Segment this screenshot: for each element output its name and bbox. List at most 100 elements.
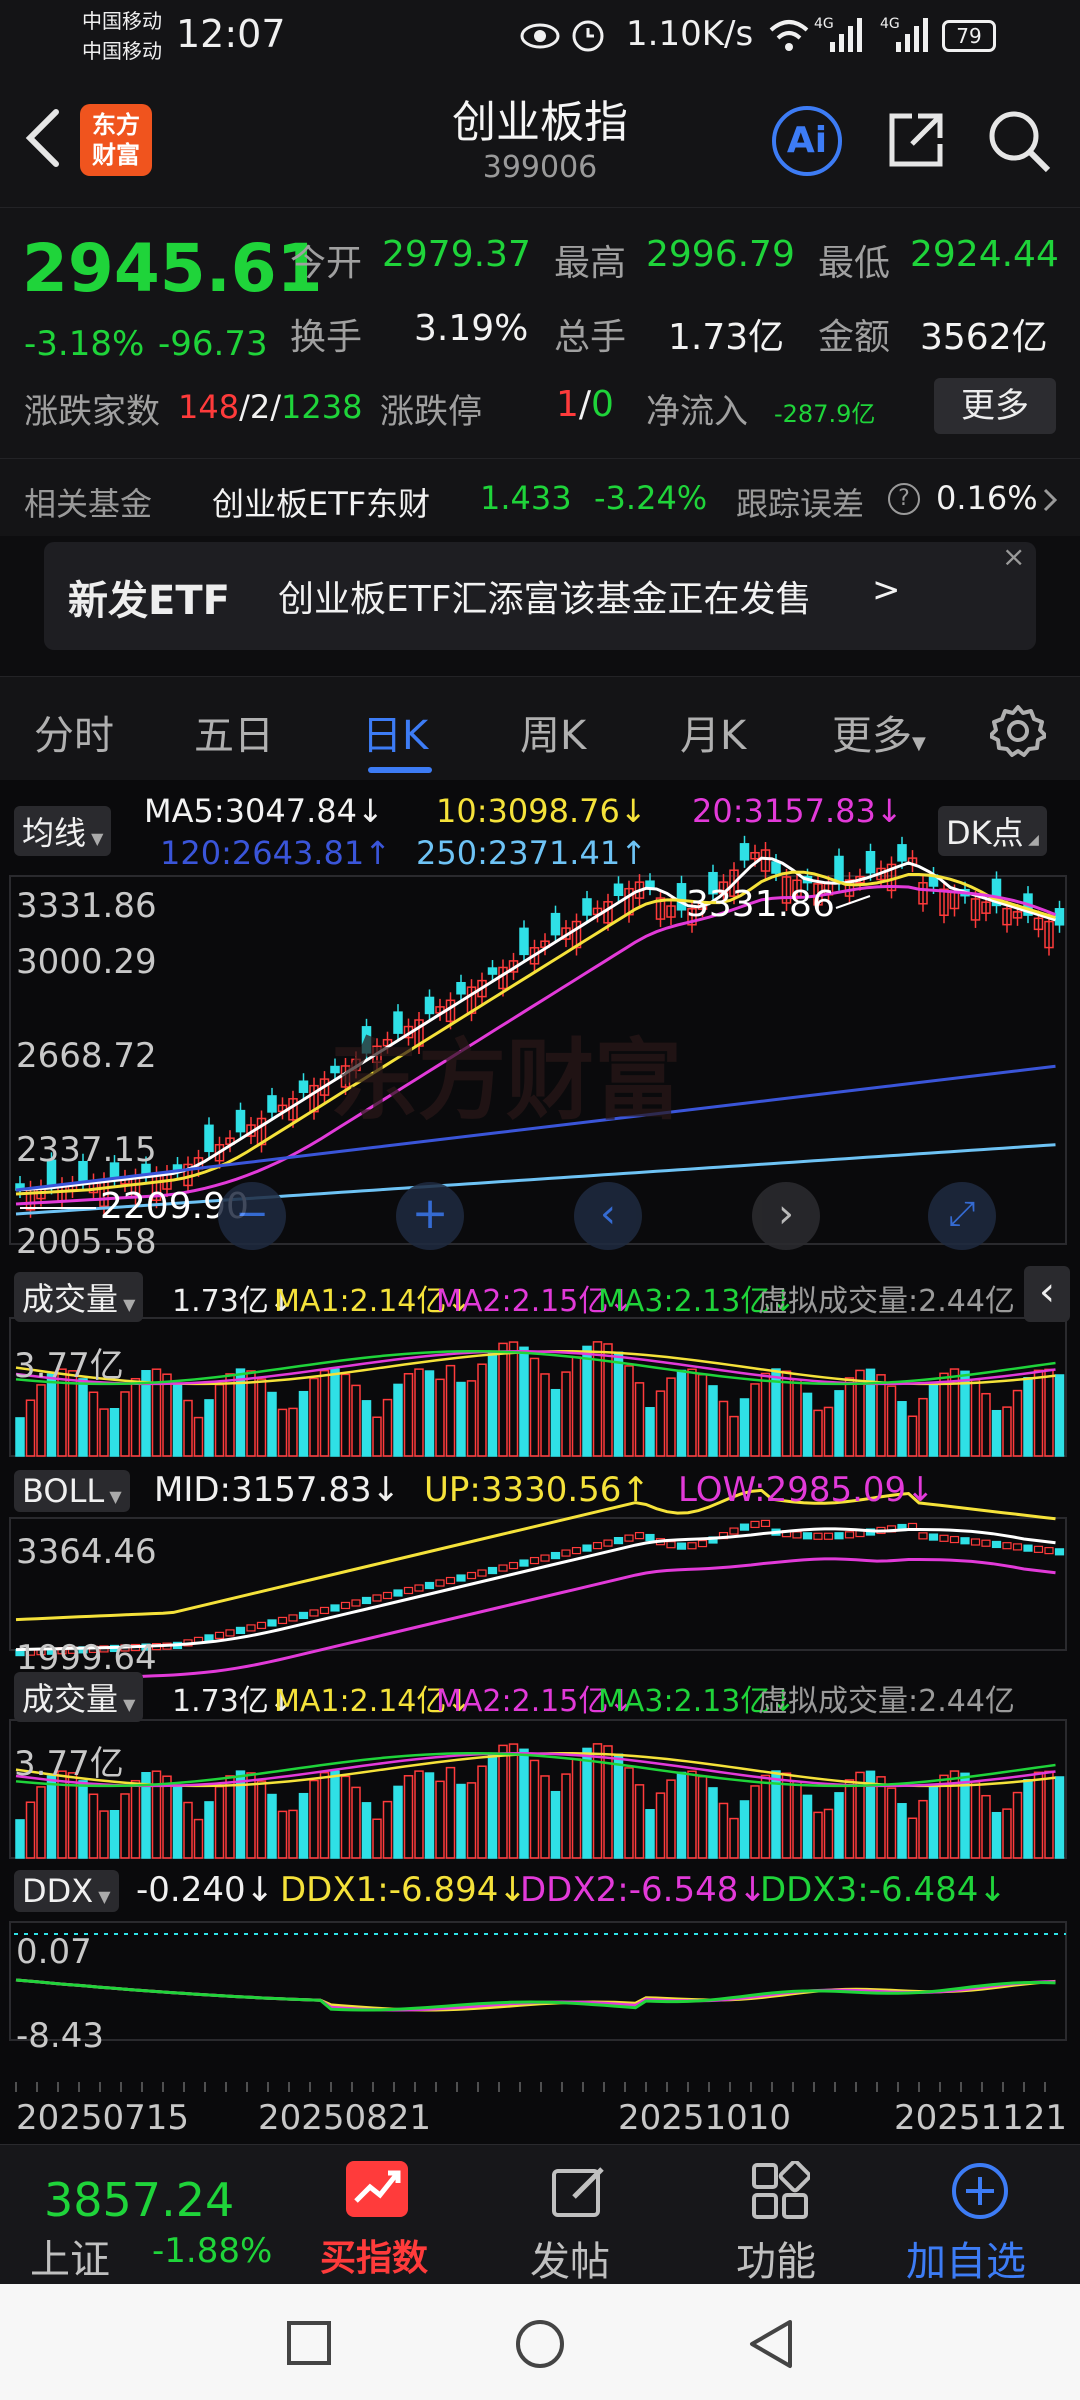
boll-candle xyxy=(1014,1544,1022,1550)
volume-panel-2-bar xyxy=(205,1802,213,1858)
boll-candle xyxy=(447,1578,455,1584)
volume-panel-1-bar xyxy=(993,1411,1001,1456)
volume-panel-2-bar xyxy=(814,1812,822,1858)
tab-weekly-k[interactable]: 周K xyxy=(520,703,586,761)
boll-candle xyxy=(741,1524,749,1530)
volume-panel-1-bar xyxy=(835,1391,843,1456)
volume-panel-1-bar xyxy=(279,1409,287,1456)
volume-panel-2-bar xyxy=(79,1781,87,1858)
boll-selector[interactable]: BOLL ▼ xyxy=(14,1470,130,1512)
boll-candle xyxy=(919,1533,927,1539)
kline-chart-area[interactable]: 均线 ▼ MA5:3047.84↓ 10:3098.76↓ 20:3157.83… xyxy=(0,780,1080,2144)
boll-axis-top: 3364.46 xyxy=(16,1532,157,1572)
volume-panel-2-bar xyxy=(615,1754,623,1858)
tab-daily-k[interactable]: 日K xyxy=(362,703,428,761)
related-fund-row[interactable]: 相关基金 创业板ETF东财 1.433 -3.24% 跟踪误差 ? 0.16% xyxy=(0,458,1080,536)
tracking-error-label: 跟踪误差 xyxy=(736,479,864,525)
boll-candle xyxy=(940,1535,948,1541)
post-button[interactable]: 发帖 xyxy=(510,2151,650,2281)
volume-panel-1-bar xyxy=(268,1393,276,1456)
volume-panel-1-bar xyxy=(762,1373,770,1456)
clock: 12:07 xyxy=(176,12,286,56)
tab-intraday[interactable]: 分时 xyxy=(34,703,114,761)
volume-panel-1-bar xyxy=(1014,1391,1022,1456)
price-axis-bottom: 2005.58 xyxy=(16,1222,157,1262)
tab-more[interactable]: 更多▼ xyxy=(832,703,926,761)
ma-selector[interactable]: 均线 ▼ xyxy=(14,806,111,856)
volume-panel-2-bar xyxy=(279,1811,287,1858)
inflow-value: -287.9亿 xyxy=(774,394,875,429)
boll-candle xyxy=(793,1532,801,1538)
scroll-right-button[interactable]: › xyxy=(752,1182,820,1250)
ddx-selector-label: DDX xyxy=(22,1872,93,1910)
volume-panel-2-bar xyxy=(846,1780,854,1858)
zoom-out-button[interactable]: − xyxy=(218,1182,286,1250)
volume-panel-2-bar xyxy=(1035,1772,1043,1858)
home-icon[interactable] xyxy=(514,2318,566,2370)
volume-panel-2-bar xyxy=(804,1795,812,1858)
more-button[interactable]: 更多 xyxy=(934,378,1056,434)
candle-body xyxy=(646,881,654,887)
ma-caret-icon: ▼ xyxy=(86,829,103,848)
bottom-toolbar: 3857.24 上证 -1.88% 买指数 发帖 功能 加自选 xyxy=(0,2144,1080,2284)
date-label-2: 20250821 xyxy=(258,2098,431,2138)
volume-panel-1-bar xyxy=(447,1366,455,1456)
volume-selector-2[interactable]: 成交量 ▼ xyxy=(14,1672,143,1722)
scroll-left-button[interactable]: ‹ xyxy=(574,1182,642,1250)
ddx-selector[interactable]: DDX ▼ xyxy=(14,1870,119,1912)
share-icon[interactable] xyxy=(884,108,948,172)
volume-panel-2-bar xyxy=(898,1804,906,1858)
collapse-panel-button[interactable]: ‹ xyxy=(1024,1266,1070,1322)
boll-mid-line xyxy=(16,1529,1056,1650)
etf-banner[interactable]: 新发ETF 创业板ETF汇添富该基金正在发售 > × xyxy=(44,542,1036,650)
volume-selector[interactable]: 成交量 ▼ xyxy=(14,1272,143,1322)
boll-up: UP:3330.56↑ xyxy=(424,1470,650,1510)
candle-body xyxy=(898,845,906,861)
ai-button[interactable]: Ai xyxy=(772,106,842,176)
limit-label: 涨跌停 xyxy=(380,384,482,433)
volume-panel-1-bar xyxy=(310,1379,318,1456)
help-icon[interactable]: ? xyxy=(888,483,920,515)
volume-panel-1-bar xyxy=(583,1346,591,1456)
volume-panel-1-bar xyxy=(258,1379,266,1456)
vol2-virtual: 虚拟成交量:2.44亿 xyxy=(758,1676,1015,1720)
tab-monthly-k[interactable]: 月K xyxy=(680,703,746,761)
boll-candle xyxy=(352,1600,360,1606)
boll-candle xyxy=(289,1615,297,1621)
volume-panel-1-bar xyxy=(972,1380,980,1456)
zoom-in-button[interactable]: + xyxy=(396,1182,464,1250)
volume-panel-2-bar xyxy=(1045,1771,1053,1858)
tab-five-day[interactable]: 五日 xyxy=(194,703,274,761)
volume-panel-1-bar xyxy=(636,1383,644,1456)
recent-apps-icon[interactable] xyxy=(286,2320,332,2366)
volume-panel-2-bar xyxy=(562,1774,570,1858)
banner-tag: 新发ETF xyxy=(68,568,230,626)
back-nav-icon[interactable] xyxy=(746,2318,794,2370)
functions-button[interactable]: 功能 xyxy=(710,2151,850,2281)
volume-panel-2-bar xyxy=(216,1787,224,1858)
breadth-sep-2: / xyxy=(270,388,281,426)
volume-panel-1-bar xyxy=(657,1391,665,1456)
candle-body xyxy=(300,1081,308,1092)
search-icon[interactable] xyxy=(986,108,1052,174)
settings-gear-icon[interactable] xyxy=(990,703,1046,759)
dk-point-button[interactable]: DK点 ◢ xyxy=(938,806,1047,856)
volume-panel-1-bar xyxy=(667,1378,675,1456)
index-ticker[interactable]: 3857.24 上证 -1.88% xyxy=(0,2145,290,2285)
add-watchlist-button[interactable]: 加自选 xyxy=(900,2151,1060,2281)
active-tab-underline xyxy=(368,767,432,773)
volume-selector-label: 成交量 xyxy=(22,1280,118,1318)
buy-index-button[interactable]: 买指数 xyxy=(308,2151,448,2281)
candle-body xyxy=(552,914,560,935)
fullscreen-button[interactable]: ⤢ xyxy=(928,1182,996,1250)
limit-sep: / xyxy=(579,384,591,425)
boll-selector-label: BOLL xyxy=(22,1472,104,1510)
ma5-label: MA5:3047.84↓ xyxy=(144,792,384,830)
banner-close-icon[interactable]: × xyxy=(1002,540,1025,573)
boll-candle xyxy=(804,1533,812,1539)
volume-panel-1-bar xyxy=(510,1342,518,1456)
turnover-label: 换手 xyxy=(290,308,362,360)
ddx-axis-bottom: -8.43 xyxy=(16,2016,104,2056)
volume-panel-1-bar xyxy=(720,1401,728,1456)
dropdown-caret-icon: ▼ xyxy=(912,733,926,754)
